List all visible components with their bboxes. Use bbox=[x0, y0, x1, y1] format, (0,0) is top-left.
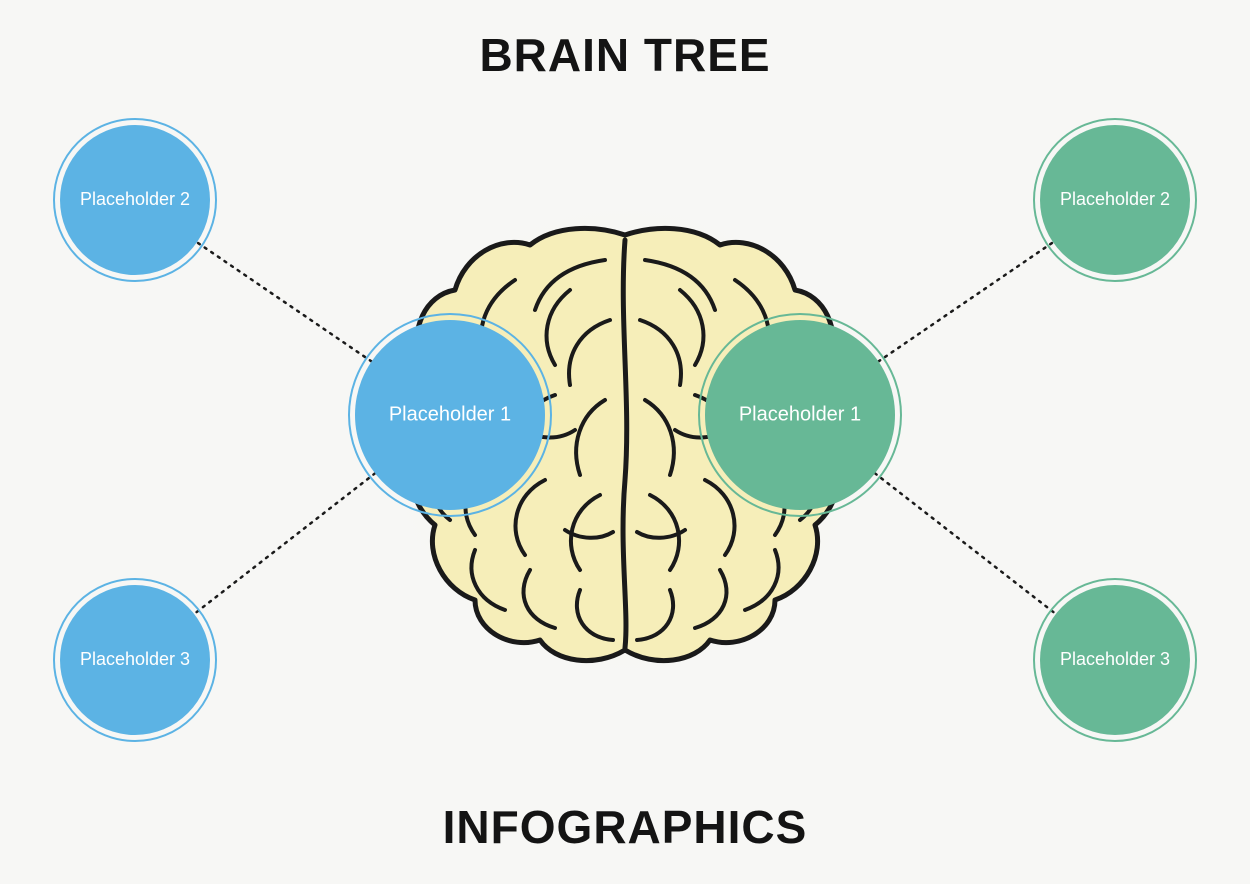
infographic-canvas: Placeholder 1 Placeholder 1 Placeholder 2 P… bbox=[0, 0, 1250, 884]
node-label: Placeholder 2 bbox=[1060, 189, 1170, 209]
node-label: Placeholder 2 bbox=[80, 189, 190, 209]
connector-line bbox=[194, 473, 375, 614]
node-label: Placeholder 1 bbox=[389, 403, 511, 425]
main-title: BRAIN TREE bbox=[0, 28, 1250, 82]
node-label: Placeholder 1 bbox=[739, 403, 861, 425]
subtitle: INFOGRAPHICS bbox=[0, 800, 1250, 854]
node-label: Placeholder 3 bbox=[80, 649, 190, 669]
connector-line bbox=[197, 242, 372, 361]
node-left2: Placeholder 2 bbox=[54, 119, 216, 281]
node-left3: Placeholder 3 bbox=[54, 579, 216, 741]
node-label: Placeholder 3 bbox=[1060, 649, 1170, 669]
connector-line bbox=[878, 242, 1053, 361]
connector-line bbox=[875, 473, 1056, 614]
diagram-svg: Placeholder 1 Placeholder 1 Placeholder 2 P… bbox=[0, 0, 1250, 884]
node-right3: Placeholder 3 bbox=[1034, 579, 1196, 741]
node-right2: Placeholder 2 bbox=[1034, 119, 1196, 281]
